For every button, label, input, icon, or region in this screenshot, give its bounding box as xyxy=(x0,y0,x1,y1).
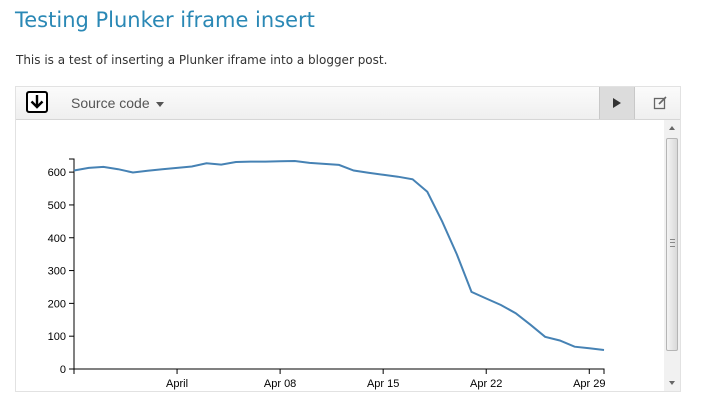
x-tick-label: Apr 22 xyxy=(470,378,502,390)
y-tick-label: 200 xyxy=(48,298,66,310)
y-tick-label: 100 xyxy=(48,331,66,343)
line-chart: 0 100 200 300 400 500 600 April Apr 08 Apr 15 Apr … xyxy=(16,120,664,391)
y-tick-label: 400 xyxy=(48,233,66,245)
scroll-up-icon[interactable] xyxy=(664,120,680,136)
embed-toolbar: Source code xyxy=(16,87,680,120)
scrollbar-thumb[interactable] xyxy=(666,138,678,351)
edit-button[interactable] xyxy=(644,87,678,119)
y-tick-label: 600 xyxy=(48,167,66,179)
post-title: Testing Plunker iframe insert xyxy=(15,8,315,32)
post-body-text: This is a test of inserting a Plunker if… xyxy=(16,53,387,67)
download-button[interactable] xyxy=(26,91,48,113)
chevron-down-icon xyxy=(156,102,164,107)
preview-scrollbar[interactable] xyxy=(664,120,680,391)
x-tick-label: Apr 08 xyxy=(264,378,296,390)
x-tick-label: April xyxy=(166,378,188,390)
scroll-down-icon[interactable] xyxy=(664,375,680,391)
y-axis xyxy=(69,159,74,369)
download-arrow-icon xyxy=(28,93,46,111)
run-button[interactable] xyxy=(599,87,635,119)
y-tick-label: 0 xyxy=(60,364,66,376)
preview-pane: 0 100 200 300 400 500 600 April Apr 08 Apr 15 Apr … xyxy=(16,120,680,391)
y-tick-label: 300 xyxy=(48,266,66,278)
x-tick-label: Apr 29 xyxy=(573,378,605,390)
y-tick-label: 500 xyxy=(48,200,66,212)
play-icon xyxy=(600,87,634,119)
x-axis xyxy=(74,369,604,374)
edit-icon xyxy=(644,87,678,119)
source-code-label: Source code xyxy=(71,95,150,111)
x-tick-label: Apr 15 xyxy=(367,378,399,390)
series-line xyxy=(74,161,604,350)
source-code-dropdown[interactable]: Source code xyxy=(71,87,164,119)
grip-icon xyxy=(670,239,675,247)
plunker-embed: Source code 0 100 200 300 400 500 600 April Apr … xyxy=(15,86,681,392)
